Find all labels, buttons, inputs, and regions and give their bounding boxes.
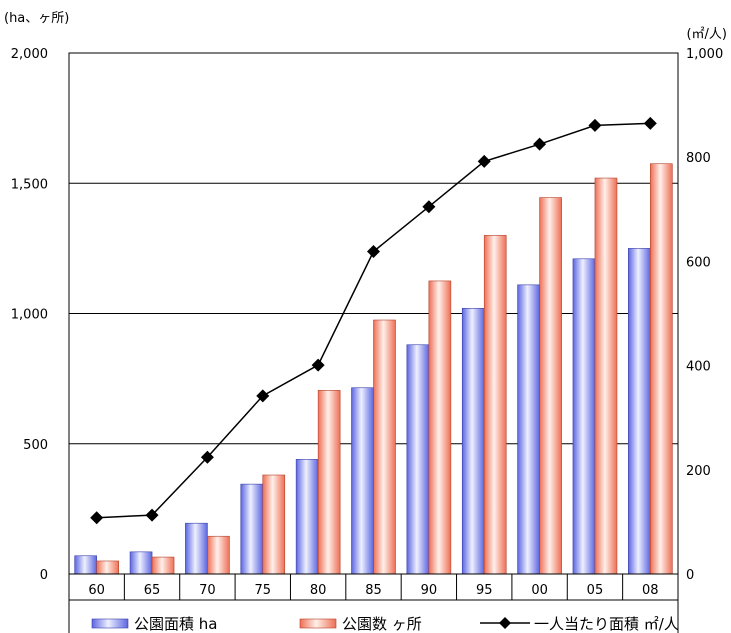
bar-park-count-80	[317, 390, 341, 575]
x-tick-label: 80	[310, 583, 327, 598]
y-right-tick-label: 600	[686, 255, 711, 270]
legend-label-per-capita: 一人当たり面積 ㎡/人	[534, 615, 679, 633]
bar-park-count-70	[207, 535, 230, 575]
bar-park-count-85	[373, 319, 396, 575]
x-tick-label: 60	[88, 583, 105, 598]
per-capita-point-05	[588, 118, 602, 132]
y-right-tick-label: 400	[686, 360, 711, 375]
bar-park-area-90	[406, 344, 430, 575]
legend-swatch-park-count	[299, 618, 337, 629]
x-tick-label: 70	[199, 583, 216, 598]
y-left-tick-label: 1,000	[11, 308, 48, 323]
bar-park-count-95	[483, 235, 507, 575]
bars	[74, 163, 673, 575]
per-capita-line	[90, 116, 657, 525]
plot-frame	[68, 52, 679, 575]
x-tick-label: 90	[421, 583, 438, 598]
per-capita-point-70	[200, 450, 214, 464]
bar-park-count-08	[650, 163, 673, 575]
x-tick-label: 00	[531, 583, 548, 598]
y-right-tick-label: 800	[686, 151, 711, 166]
bar-park-area-08	[628, 248, 651, 575]
y-right-tick-label: 1,000	[686, 47, 723, 62]
y-right-tick-label: 0	[686, 568, 694, 583]
per-capita-point-00	[533, 137, 547, 151]
x-tick-label: 65	[144, 583, 161, 598]
per-capita-point-95	[477, 154, 491, 168]
bar-park-count-65	[151, 556, 175, 575]
bar-park-count-75	[262, 474, 286, 575]
per-capita-point-75	[256, 389, 270, 403]
bar-park-count-60	[96, 560, 119, 575]
bar-park-area-75	[240, 483, 264, 575]
bar-park-area-80	[295, 459, 319, 575]
bar-park-count-90	[428, 280, 452, 575]
per-capita-point-60	[90, 511, 104, 525]
bar-park-area-65	[129, 551, 153, 575]
bar-park-area-60	[74, 555, 97, 575]
x-tick-label: 85	[365, 583, 382, 598]
y-left-tick-label: 0	[40, 568, 48, 583]
y-left-tick-label: 1,500	[11, 177, 48, 192]
legend-label-park-count: 公園数 ヶ所	[342, 615, 422, 633]
bar-park-area-85	[351, 387, 374, 575]
y-left-tick-label: 2,000	[11, 47, 48, 62]
y-left-tick-label: 500	[23, 438, 48, 453]
bar-park-count-00	[539, 197, 562, 575]
axes	[68, 52, 679, 601]
legend: 公園面積 ha 公園数 ヶ所 一人当たり面積 ㎡/人	[68, 600, 679, 633]
bar-park-count-05	[594, 177, 618, 575]
per-capita-point-90	[422, 200, 436, 214]
y-right-unit-label: (㎡/人)	[686, 27, 727, 42]
axis-labels: 60 65 70 75 80 85 90 95 00 05 08 0 500 1,000 1,500 2,00…	[4, 11, 727, 598]
legend-swatch-park-area	[91, 618, 129, 629]
bar-park-area-05	[572, 258, 596, 575]
legend-swatch-diamond	[499, 617, 511, 629]
per-capita-point-65	[145, 508, 159, 522]
x-tick-label: 95	[476, 583, 493, 598]
y-right-tick-label: 200	[686, 464, 711, 479]
x-tick-label: 08	[642, 583, 659, 598]
legend-label-park-area: 公園面積 ha	[134, 615, 217, 633]
x-tick-label: 05	[587, 583, 604, 598]
bar-park-area-70	[185, 522, 208, 575]
per-capita-point-80	[311, 358, 325, 372]
per-capita-point-85	[367, 245, 380, 259]
bar-park-area-95	[461, 307, 485, 575]
y-left-unit-label: (ha、ヶ所)	[4, 11, 69, 26]
per-capita-point-08	[643, 116, 657, 130]
x-tick-label: 75	[254, 583, 271, 598]
bar-park-area-00	[517, 284, 540, 575]
